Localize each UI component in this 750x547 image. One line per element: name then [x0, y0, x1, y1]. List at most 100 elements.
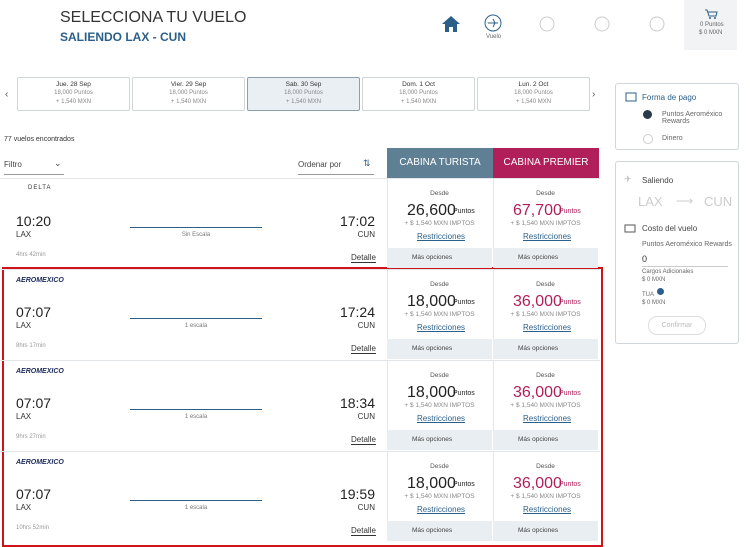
sort[interactable]: Ordenar por [298, 160, 342, 169]
date-tab[interactable] [247, 77, 360, 111]
date-points: 18,000 Puntos [54, 90, 93, 96]
date-points: 18,000 Puntos [169, 90, 208, 96]
cabin-tab[interactable]: CABINA PREMIER [493, 148, 599, 178]
more-options[interactable]: Más opciones [518, 345, 559, 352]
flight-step-label: Vuelo [486, 34, 502, 40]
airline-logo: DELTA [28, 185, 52, 191]
summary-panel: ✈ Saliendo LAX ⟶ CUN Costo del vuelo Pun… [615, 161, 739, 344]
stops: 1 escala [184, 323, 208, 329]
fare-from: Desde [430, 463, 449, 470]
date-points: 18,000 Puntos [514, 90, 553, 96]
home-icon[interactable] [440, 14, 462, 34]
restrictions-link[interactable]: Restricciones [523, 232, 572, 241]
fare-unit: Puntos [559, 299, 581, 306]
more-options-bar [493, 248, 598, 268]
flight-row [0, 360, 600, 451]
detail-link[interactable]: Detalle [351, 526, 376, 536]
date-day: Jue. 28 Sep [56, 81, 91, 88]
origin: LAX [638, 194, 663, 209]
fare-taxes: + $ 1,540 MXN IMPTOS [510, 402, 581, 409]
cabin-tab[interactable]: CABINA TURISTA [387, 148, 493, 178]
fare-cell [493, 178, 599, 268]
origin: LAX [16, 230, 32, 239]
restrictions-link[interactable]: Restricciones [417, 232, 466, 241]
more-options[interactable]: Más opciones [412, 345, 453, 352]
more-options[interactable]: Más opciones [518, 436, 559, 443]
date-tab[interactable] [477, 77, 590, 111]
date-taxes: + 1,540 MXN [400, 99, 437, 105]
date-taxes: + 1,540 MXN [55, 99, 92, 105]
fare-cell [387, 178, 493, 268]
restrictions-link[interactable]: Restricciones [417, 323, 466, 332]
fare-price: 18,000 [407, 384, 456, 401]
date-taxes: + 1,540 MXN [170, 99, 207, 105]
route-line [130, 409, 262, 410]
cost-title: Costo del vuelo [642, 224, 698, 233]
fare-from: Desde [536, 281, 555, 288]
date-tab[interactable] [17, 77, 130, 111]
radio-selected[interactable] [643, 110, 652, 119]
fare-unit: Puntos [453, 481, 475, 488]
points-value: 0 [642, 254, 648, 264]
info-icon[interactable] [657, 288, 664, 295]
fare-cell [493, 451, 599, 541]
payment-option[interactable]: Dinero [662, 135, 683, 142]
more-options[interactable]: Más opciones [412, 254, 453, 261]
origin: LAX [16, 503, 32, 512]
filter[interactable]: Filtro [4, 160, 22, 169]
arrow: ⟶ [676, 194, 694, 208]
date-points: 18,000 Puntos [399, 90, 438, 96]
restrictions-link[interactable]: Restricciones [523, 323, 572, 332]
points-label: Puntos Aeroméxico Rewards [642, 241, 732, 248]
destination: CUN [357, 412, 375, 421]
step-icons [539, 16, 665, 32]
more-options[interactable]: Más opciones [518, 527, 559, 534]
fare-from: Desde [536, 190, 555, 197]
detail-link[interactable]: Detalle [351, 253, 376, 263]
route-line [130, 318, 262, 319]
filter-underline [4, 174, 64, 175]
flight-step-icon[interactable] [484, 14, 502, 32]
more-options[interactable]: Más opciones [412, 436, 453, 443]
tua-value: $ 0 MXN [642, 300, 666, 306]
cart-points: 0 Puntos [700, 22, 724, 28]
sort-underline [298, 174, 374, 175]
flight-row [0, 451, 600, 542]
stops: 1 escala [184, 505, 208, 511]
flight-row [0, 269, 600, 360]
sort-icon: ⇅ [363, 158, 371, 168]
confirm-button[interactable]: Confirmar [648, 316, 706, 335]
more-options-bar [387, 521, 492, 541]
more-options[interactable]: Más opciones [412, 527, 453, 534]
payment-title: Forma de pago [642, 93, 697, 102]
fare-unit: Puntos [453, 390, 475, 397]
date-day: Dom. 1 Oct [402, 81, 435, 88]
fare-from: Desde [536, 463, 555, 470]
detail-link[interactable]: Detalle [351, 435, 376, 445]
fare-cell [493, 360, 599, 450]
duration: 4hrs 42min [16, 252, 46, 258]
payment-option[interactable]: Puntos Aeroméxico Rewards [662, 111, 723, 125]
more-options-bar [493, 521, 598, 541]
detail-link[interactable]: Detalle [351, 344, 376, 354]
restrictions-link[interactable]: Restricciones [523, 505, 572, 514]
cart[interactable]: 0 Puntos $ 0 MXN [684, 0, 737, 50]
depart-time: 10:20 [16, 213, 52, 229]
restrictions-link[interactable]: Restricciones [417, 414, 466, 423]
stops: 1 escala [184, 414, 208, 420]
fare-from: Desde [430, 372, 449, 379]
date-tab[interactable] [132, 77, 245, 111]
airline-logo: AEROMEXICO [16, 368, 64, 375]
charges-value: $ 0 MXN [642, 277, 666, 283]
restrictions-link[interactable]: Restricciones [523, 414, 572, 423]
fare-price: 36,000 [513, 384, 562, 401]
fare-taxes: + $ 1,540 MXN IMPTOS [404, 311, 475, 318]
prev-arrow[interactable]: ‹ [5, 89, 9, 100]
next-arrow[interactable]: › [592, 89, 596, 100]
more-options[interactable]: Más opciones [518, 254, 559, 261]
radio[interactable] [643, 134, 653, 144]
date-tab[interactable] [362, 77, 475, 111]
fare-taxes: + $ 1,540 MXN IMPTOS [404, 220, 475, 227]
restrictions-link[interactable]: Restricciones [417, 505, 466, 514]
fare-taxes: + $ 1,540 MXN IMPTOS [510, 311, 581, 318]
